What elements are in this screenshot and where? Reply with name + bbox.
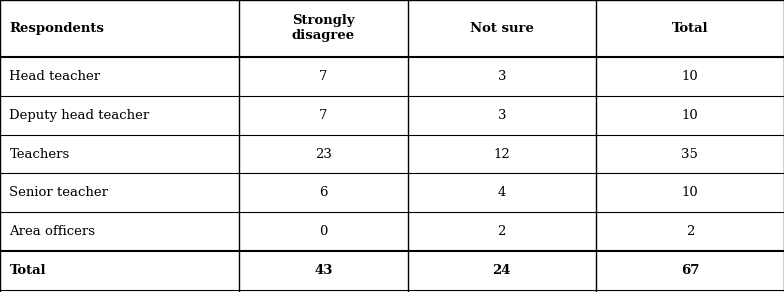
Text: 67: 67 [681, 264, 699, 277]
Text: 10: 10 [681, 70, 699, 83]
Text: 2: 2 [686, 225, 694, 238]
Text: 7: 7 [319, 109, 328, 122]
Text: 0: 0 [319, 225, 328, 238]
Text: 4: 4 [498, 186, 506, 199]
Text: 23: 23 [315, 147, 332, 161]
Text: Teachers: Teachers [9, 147, 70, 161]
Text: Respondents: Respondents [9, 22, 104, 35]
Text: 43: 43 [314, 264, 332, 277]
Text: 24: 24 [492, 264, 511, 277]
Text: 2: 2 [498, 225, 506, 238]
Text: Area officers: Area officers [9, 225, 96, 238]
Text: 35: 35 [681, 147, 699, 161]
Text: 10: 10 [681, 186, 699, 199]
Text: 3: 3 [498, 70, 506, 83]
Text: Not sure: Not sure [470, 22, 534, 35]
Text: 3: 3 [498, 109, 506, 122]
Text: 7: 7 [319, 70, 328, 83]
Text: Strongly
disagree: Strongly disagree [292, 15, 355, 42]
Text: Senior teacher: Senior teacher [9, 186, 108, 199]
Text: Total: Total [9, 264, 46, 277]
Text: Deputy head teacher: Deputy head teacher [9, 109, 150, 122]
Text: 6: 6 [319, 186, 328, 199]
Text: 10: 10 [681, 109, 699, 122]
Text: Total: Total [672, 22, 708, 35]
Text: 12: 12 [493, 147, 510, 161]
Text: Head teacher: Head teacher [9, 70, 100, 83]
